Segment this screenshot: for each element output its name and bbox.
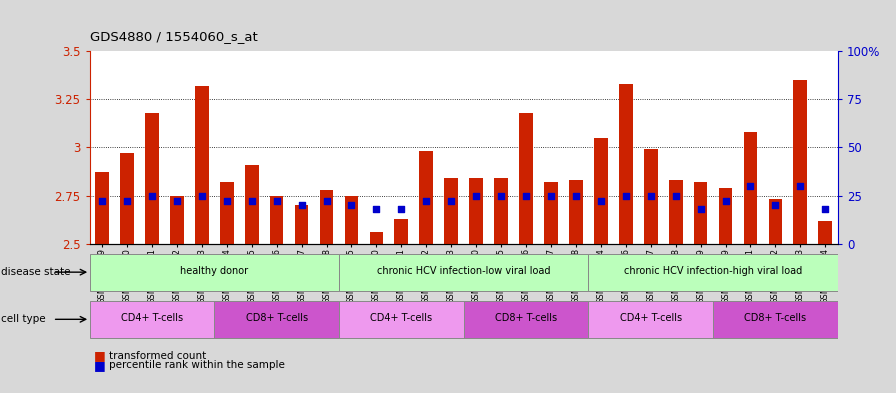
Point: [169, 198, 184, 204]
Point: [220, 198, 234, 204]
Text: healthy donor: healthy donor: [180, 266, 248, 276]
Point: [569, 192, 583, 198]
Point: [194, 192, 209, 198]
Bar: [90, 301, 214, 338]
Text: transformed count: transformed count: [109, 351, 207, 361]
Point: [295, 202, 309, 208]
Bar: [295, 205, 308, 244]
Point: [594, 198, 608, 204]
Bar: [694, 182, 708, 244]
Bar: [270, 195, 283, 244]
Point: [793, 183, 807, 189]
Bar: [419, 151, 433, 244]
Text: percentile rank within the sample: percentile rank within the sample: [109, 360, 285, 371]
Point: [344, 202, 358, 208]
Point: [744, 183, 758, 189]
Text: chronic HCV infection-low viral load: chronic HCV infection-low viral load: [377, 266, 550, 276]
Bar: [394, 219, 409, 244]
Bar: [619, 84, 633, 244]
Bar: [719, 188, 732, 244]
Text: CD4+ T-cells: CD4+ T-cells: [620, 314, 682, 323]
Point: [444, 198, 459, 204]
Text: CD4+ T-cells: CD4+ T-cells: [121, 314, 183, 323]
Bar: [569, 180, 582, 244]
Bar: [644, 149, 658, 244]
Bar: [464, 301, 589, 338]
Point: [668, 192, 683, 198]
Bar: [320, 190, 333, 244]
Point: [270, 198, 284, 204]
Point: [694, 206, 708, 212]
Point: [120, 198, 134, 204]
Bar: [769, 199, 782, 244]
Bar: [794, 80, 807, 244]
Text: CD8+ T-cells: CD8+ T-cells: [246, 314, 307, 323]
Text: chronic HCV infection-high viral load: chronic HCV infection-high viral load: [624, 266, 802, 276]
Bar: [369, 232, 383, 244]
Bar: [245, 165, 259, 244]
Point: [95, 198, 109, 204]
Text: cell type: cell type: [1, 314, 46, 324]
Bar: [744, 132, 757, 244]
Bar: [195, 86, 209, 244]
Bar: [339, 253, 589, 291]
Point: [245, 198, 259, 204]
Point: [145, 192, 159, 198]
Bar: [345, 195, 358, 244]
Point: [818, 206, 832, 212]
Point: [494, 192, 508, 198]
Text: ■: ■: [94, 349, 106, 362]
Bar: [519, 113, 533, 244]
Text: CD8+ T-cells: CD8+ T-cells: [495, 314, 557, 323]
Bar: [214, 301, 339, 338]
Bar: [594, 138, 607, 244]
Text: CD8+ T-cells: CD8+ T-cells: [745, 314, 806, 323]
Bar: [120, 153, 134, 244]
Bar: [818, 220, 832, 244]
Point: [369, 206, 383, 212]
Bar: [589, 253, 838, 291]
Point: [519, 192, 533, 198]
Bar: [339, 301, 464, 338]
Bar: [544, 182, 558, 244]
Bar: [668, 180, 683, 244]
Text: GDS4880 / 1554060_s_at: GDS4880 / 1554060_s_at: [90, 30, 257, 43]
Point: [419, 198, 434, 204]
Bar: [170, 195, 184, 244]
Point: [719, 198, 733, 204]
Point: [469, 192, 483, 198]
Point: [319, 198, 333, 204]
Point: [768, 202, 782, 208]
Text: disease state: disease state: [1, 267, 71, 277]
Bar: [589, 301, 713, 338]
Point: [394, 206, 409, 212]
Bar: [145, 113, 159, 244]
Bar: [470, 178, 483, 244]
Text: ■: ■: [94, 359, 106, 372]
Bar: [95, 173, 109, 244]
Bar: [220, 182, 234, 244]
Bar: [495, 178, 508, 244]
Bar: [444, 178, 458, 244]
Text: CD4+ T-cells: CD4+ T-cells: [370, 314, 433, 323]
Bar: [713, 301, 838, 338]
Point: [544, 192, 558, 198]
Bar: [90, 253, 339, 291]
Point: [643, 192, 658, 198]
Point: [618, 192, 633, 198]
